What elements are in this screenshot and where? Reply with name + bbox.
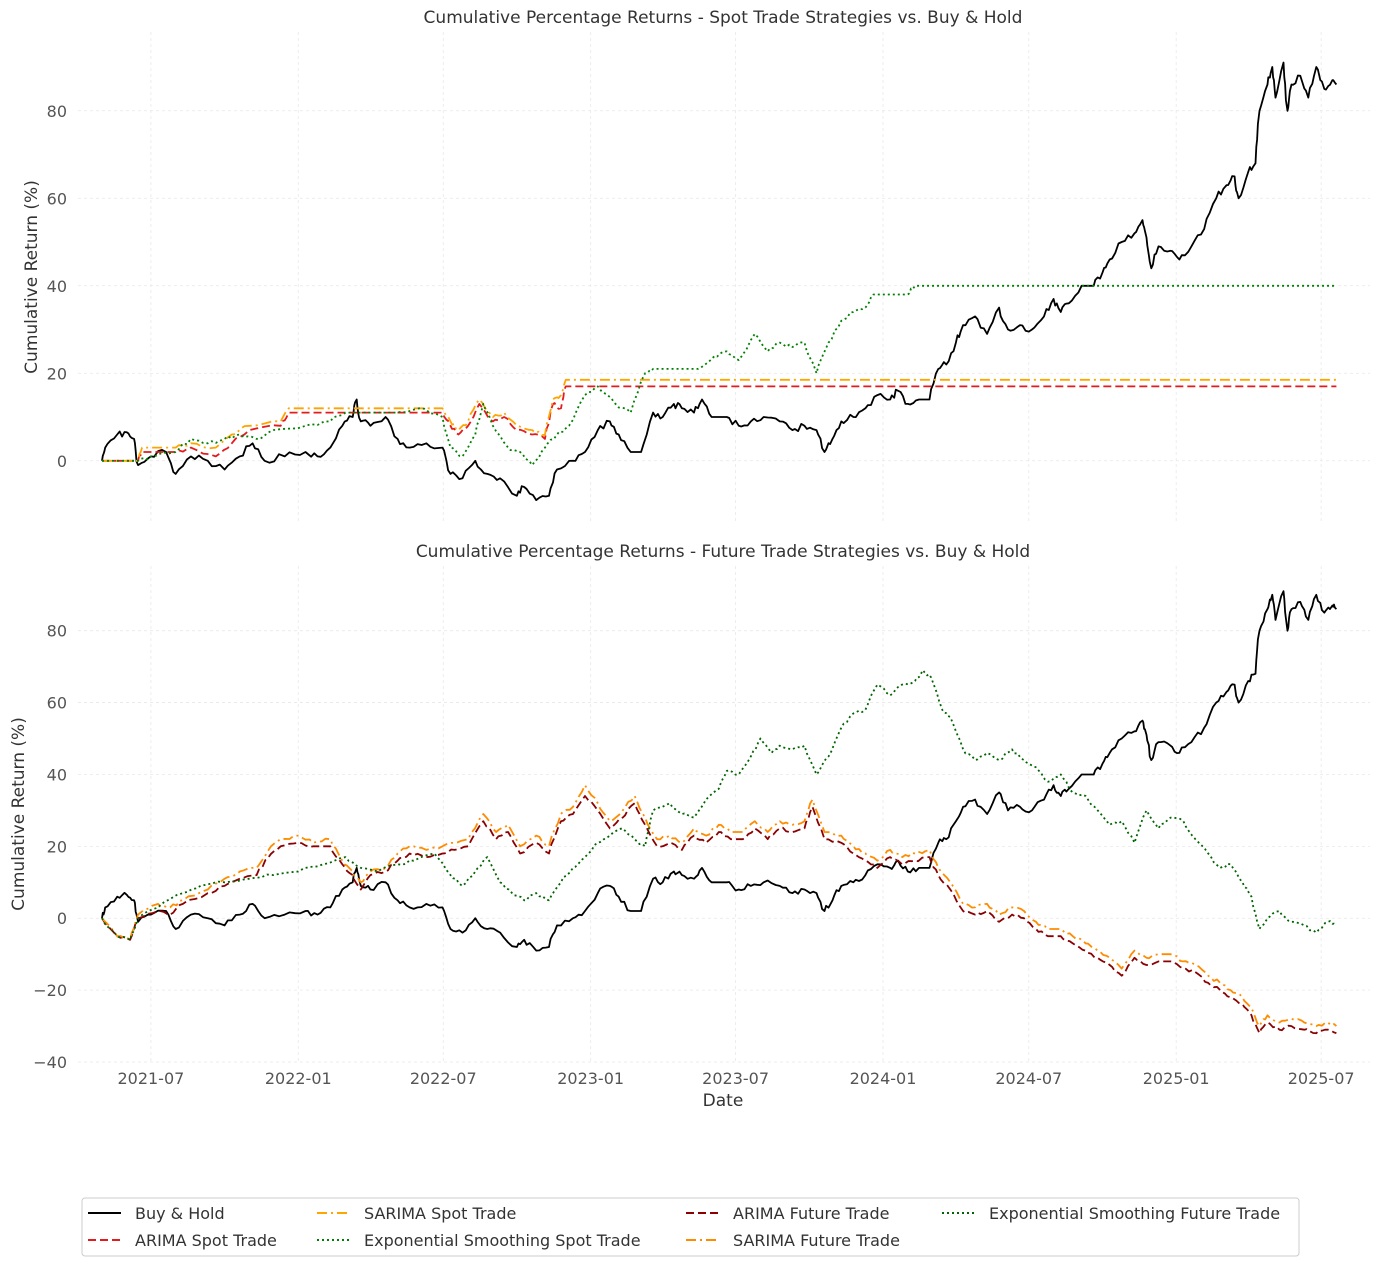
y-tick-label: 0: [57, 909, 67, 928]
legend-frame: [81, 1197, 1300, 1257]
y-tick-label: −20: [33, 981, 67, 1000]
x-tick-label: 2024-01: [850, 1069, 917, 1088]
y-tick-label: 20: [47, 837, 67, 856]
y-tick-label: 80: [47, 102, 67, 121]
grid: [78, 32, 1370, 522]
y-axis-label: Cumulative Return (%): [9, 717, 29, 911]
legend: Buy & Hold ARIMA Spot Trade SARIMA Spot Tr…: [81, 1197, 1300, 1257]
legend-label: Buy & Hold: [135, 1204, 225, 1223]
y-axis-ticks: −40 −20 0 20 40 60 80: [33, 622, 67, 1072]
series-line: [101, 784, 1337, 1027]
legend-label: ARIMA Future Trade: [733, 1204, 889, 1223]
x-tick-label: 2025-01: [1143, 1069, 1210, 1088]
legend-label: SARIMA Future Trade: [733, 1231, 900, 1250]
future-trade-chart: Cumulative Percentage Returns - Future T…: [9, 542, 1370, 1111]
x-tick-label: 2025-07: [1288, 1069, 1355, 1088]
grid: [78, 566, 1370, 1063]
x-tick-label: 2021-07: [117, 1069, 184, 1088]
series-line: [101, 669, 1337, 941]
chart-title: Cumulative Percentage Returns - Future T…: [416, 542, 1030, 562]
x-tick-label: 2022-07: [410, 1069, 477, 1088]
chart-title: Cumulative Percentage Returns - Spot Tra…: [424, 8, 1023, 28]
x-tick-label: 2024-07: [995, 1069, 1062, 1088]
series-line: [101, 61, 1338, 501]
legend-label: ARIMA Spot Trade: [135, 1231, 277, 1250]
legend-label: Exponential Smoothing Future Trade: [989, 1204, 1280, 1223]
x-tick-label: 2023-01: [557, 1069, 624, 1088]
series-line: [101, 590, 1338, 952]
x-axis-label: Date: [703, 1091, 744, 1111]
legend-label: Exponential Smoothing Spot Trade: [364, 1231, 641, 1250]
y-tick-label: 40: [47, 765, 67, 784]
series-line: [101, 795, 1337, 1035]
spot-trade-chart: Cumulative Percentage Returns - Spot Tra…: [22, 8, 1370, 522]
series-line: [102, 284, 1337, 466]
y-axis-ticks: 0 20 40 60 80: [47, 102, 67, 471]
y-tick-label: 20: [47, 364, 67, 383]
x-tick-label: 2022-01: [265, 1069, 332, 1088]
legend-label: SARIMA Spot Trade: [364, 1204, 516, 1223]
y-tick-label: 60: [47, 694, 67, 713]
series-group: [101, 590, 1338, 1035]
y-tick-label: −40: [33, 1053, 67, 1072]
series-line: [102, 378, 1337, 462]
y-tick-label: 0: [57, 452, 67, 471]
series-group: [101, 61, 1338, 501]
y-tick-label: 60: [47, 189, 67, 208]
y-tick-label: 40: [47, 277, 67, 296]
x-tick-label: 2023-07: [702, 1069, 769, 1088]
y-axis-label: Cumulative Return (%): [22, 180, 42, 374]
y-tick-label: 80: [47, 622, 67, 641]
x-axis-ticks: 2021-07 2022-01 2022-07 2023-01 2023-07 2024-…: [117, 1069, 1354, 1088]
series-line: [102, 385, 1337, 462]
